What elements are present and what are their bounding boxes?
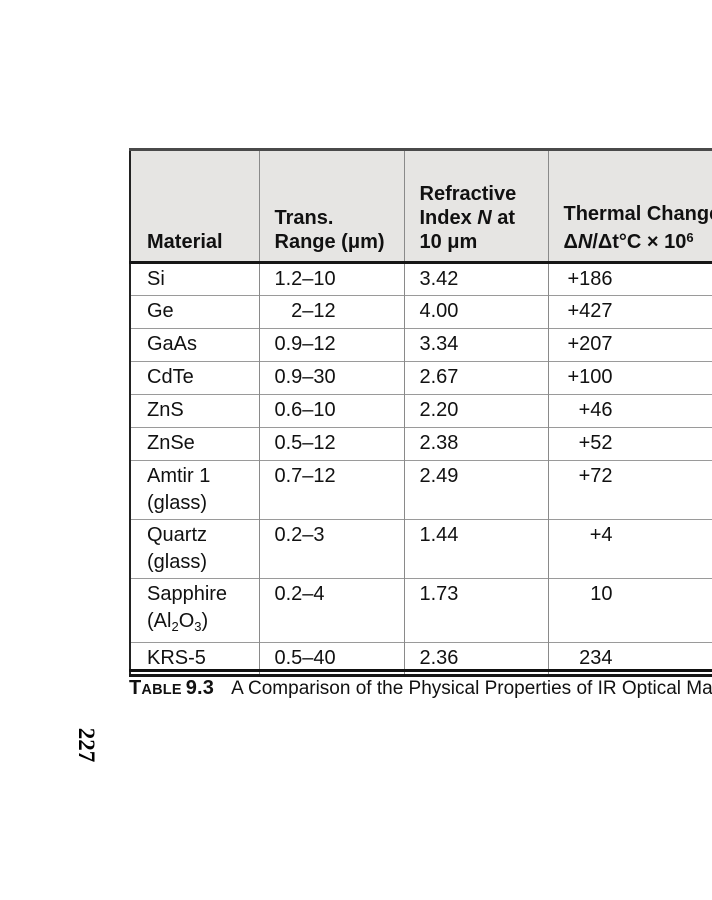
index-cell: 3.34 [403, 328, 548, 362]
range-cell: 2–12 [258, 295, 404, 329]
thermal-cell: +207 [547, 328, 712, 362]
material-cell: Si [147, 268, 165, 290]
table-row: ZnSe 0.5–12 2.38 +52 [130, 427, 712, 461]
materials-table-container: Material Trans. Range (μm) Refractive In… [129, 148, 712, 677]
index-cell: 1.73 [403, 578, 548, 643]
caption-text: A Comparison of the Physical Properties … [231, 678, 712, 699]
thermal-cell: 10 [547, 578, 712, 643]
table-row: Quartz (glass) 0.2–3 1.44 +4 [130, 519, 712, 579]
index-cell: 3.42 [403, 262, 548, 296]
page-number: 227 [74, 727, 99, 763]
index-cell: 1.44 [403, 519, 548, 579]
header-refr-line3: 10 μm [419, 231, 478, 253]
thermal-cell: +427 [547, 295, 712, 329]
thermal-cell: +72 [547, 460, 712, 520]
header-cell-material: Material [130, 149, 259, 264]
table-row: GaAs 0.9–12 3.34 +207 [130, 328, 712, 362]
material-cell: Sapphire (Al2O3) [130, 578, 259, 643]
range-cell: 0.9–30 [258, 361, 404, 395]
table-row: Ge 2–12 4.00 +427 [130, 295, 712, 329]
header-material-label: Material [147, 231, 223, 253]
header-refr-line1: Refractive [419, 183, 517, 205]
index-cell: 2.20 [403, 394, 548, 428]
thermal-cell: +100 [547, 361, 712, 395]
header-cell-thermal-change: Thermal Change ΔN/Δt°C × 106 [547, 149, 712, 264]
header-row: Material Trans. Range (μm) Refractive In… [130, 149, 712, 264]
index-cell: 4.00 [403, 295, 548, 329]
thermal-cell: +4 [547, 519, 712, 579]
range-cell: 1.2–10 [258, 262, 404, 296]
header-thermal-line2: ΔN/Δt°C × 106 [563, 230, 694, 253]
range-cell: 0.7–12 [258, 460, 404, 520]
caption-label: TABLE 9.3 [129, 677, 215, 699]
material-cell: ZnSe [130, 427, 259, 461]
chemical-formula: (Al2O3) [147, 610, 209, 634]
table-row: Amtir 1 (glass) 0.7–12 2.49 +72 [130, 460, 712, 520]
header-cell-trans-range: Trans. Range (μm) [258, 149, 404, 264]
table-header: Material Trans. Range (μm) Refractive In… [130, 149, 712, 264]
table-caption: TABLE 9.3 A Comparison of the Physical Pro… [129, 669, 712, 700]
header-trans-line2: Range (μm) [274, 231, 385, 253]
material-cell: Ge [130, 295, 259, 329]
range-cell: 0.2–4 [258, 578, 404, 643]
material-cell: Quartz (glass) [130, 519, 259, 579]
header-cell-refractive-index: Refractive Index N at 10 μm [403, 149, 548, 264]
ir-materials-table: Material Trans. Range (μm) Refractive In… [129, 148, 712, 677]
range-cell: 0.6–10 [258, 394, 404, 428]
range-cell: 0.9–12 [258, 328, 404, 362]
thermal-cell: +186 [547, 262, 712, 296]
header-refr-line2: Index N at [419, 207, 516, 229]
table-row: ZnS 0.6–10 2.20 +46 [130, 394, 712, 428]
index-cell: 2.49 [403, 460, 548, 520]
thermal-cell: +52 [547, 427, 712, 461]
material-cell: Amtir 1 (glass) [130, 460, 259, 520]
range-cell: 0.2–3 [258, 519, 404, 579]
header-thermal-line1: Thermal Change [563, 203, 712, 225]
range-cell: 0.5–12 [258, 427, 404, 461]
material-cell: ZnS [130, 394, 259, 428]
index-cell: 2.67 [403, 361, 548, 395]
material-cell: CdTe [130, 361, 259, 395]
material-cell: GaAs [130, 328, 259, 362]
table-body: Si 1.2–10 3.42 +186 Ge 2–12 4.00 +427 Ga… [130, 262, 712, 677]
index-cell: 2.38 [403, 427, 548, 461]
thermal-cell: +46 [547, 394, 712, 428]
table-row: Si 1.2–10 3.42 +186 [130, 262, 712, 296]
table-row: Sapphire (Al2O3) 0.2–4 1.73 10 [130, 578, 712, 643]
header-trans-line1: Trans. [274, 207, 334, 229]
table-row: CdTe 0.9–30 2.67 +100 [130, 361, 712, 395]
